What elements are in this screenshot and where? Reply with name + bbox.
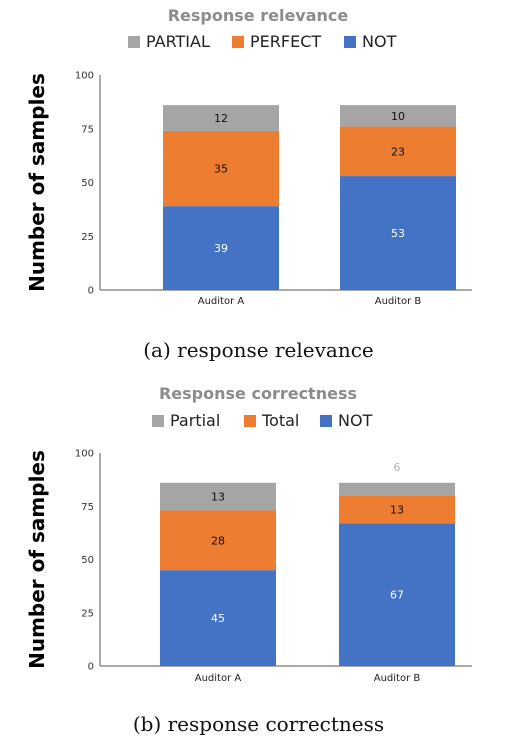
bar-total-auditor-b: [339, 495, 455, 524]
caption-b: (b) response correctness: [132, 712, 385, 736]
caption-a: (a) response relevance: [143, 338, 374, 362]
y-axis-label: Number of samples: [25, 73, 49, 292]
y-tick-label: 75: [81, 502, 94, 513]
y-tick-label: 50: [81, 555, 94, 566]
chart-a: Response relevance PARTIAL PERFECT NOT Numbe…: [25, 6, 472, 307]
y-axis-label: Number of samples: [25, 450, 49, 669]
bar-partial-auditor-b: [340, 105, 456, 127]
data-label: 53: [391, 227, 405, 240]
data-label: 39: [214, 242, 228, 255]
legend-swatch-partial: [152, 415, 164, 427]
chart-b: Response correctness Partial Total NOT Numbe…: [25, 384, 472, 684]
legend-swatch-not: [344, 36, 356, 48]
bar-not-auditor-b: [340, 176, 456, 290]
legend-label-not: NOT: [362, 32, 397, 51]
legend-label-partial: Partial: [170, 411, 220, 430]
x-tick-label: Auditor A: [198, 296, 245, 307]
bar-partial-auditor-a: [160, 482, 276, 511]
legend-swatch-perfect: [232, 36, 244, 48]
legend-swatch-partial: [128, 36, 140, 48]
chart-title: Response correctness: [159, 384, 357, 403]
y-tick-label: 0: [88, 662, 94, 673]
data-label: 13: [211, 491, 225, 504]
legend-label-total: Total: [261, 411, 299, 430]
legend-label-partial: PARTIAL: [146, 32, 210, 51]
bar-total-auditor-a: [160, 510, 276, 571]
chart-title: Response relevance: [168, 6, 349, 25]
bar-not-auditor-b: [339, 523, 455, 666]
data-label: 23: [391, 145, 405, 158]
data-label: 35: [214, 163, 228, 176]
data-label: 10: [391, 110, 405, 123]
bar-partial-auditor-a: [163, 105, 279, 131]
y-tick-label: 50: [81, 178, 94, 189]
bar-not-auditor-a: [160, 570, 276, 666]
bar-perfect-auditor-b: [340, 126, 456, 177]
bar-partial-auditor-b: [339, 482, 455, 496]
x-tick-label: Auditor B: [374, 673, 421, 684]
data-label: 45: [211, 612, 225, 625]
bar-perfect-auditor-a: [163, 130, 279, 207]
legend-swatch-total: [244, 415, 256, 427]
y-tick-label: 100: [75, 449, 94, 460]
y-tick-label: 0: [88, 286, 94, 297]
y-tick-label: 25: [81, 608, 94, 619]
data-label: 12: [214, 112, 228, 125]
x-tick-label: Auditor B: [375, 296, 422, 307]
data-label: 6: [394, 461, 401, 474]
y-tick-label: 75: [81, 124, 94, 135]
bar-not-auditor-a: [163, 206, 279, 290]
legend-label-not: NOT: [338, 411, 373, 430]
data-label: 28: [211, 534, 225, 547]
x-tick-label: Auditor A: [195, 673, 242, 684]
legend-label-perfect: PERFECT: [250, 32, 321, 51]
y-tick-label: 100: [75, 71, 94, 82]
data-label: 13: [390, 503, 404, 516]
data-label: 67: [390, 589, 404, 602]
legend-swatch-not: [320, 415, 332, 427]
y-tick-label: 25: [81, 232, 94, 243]
